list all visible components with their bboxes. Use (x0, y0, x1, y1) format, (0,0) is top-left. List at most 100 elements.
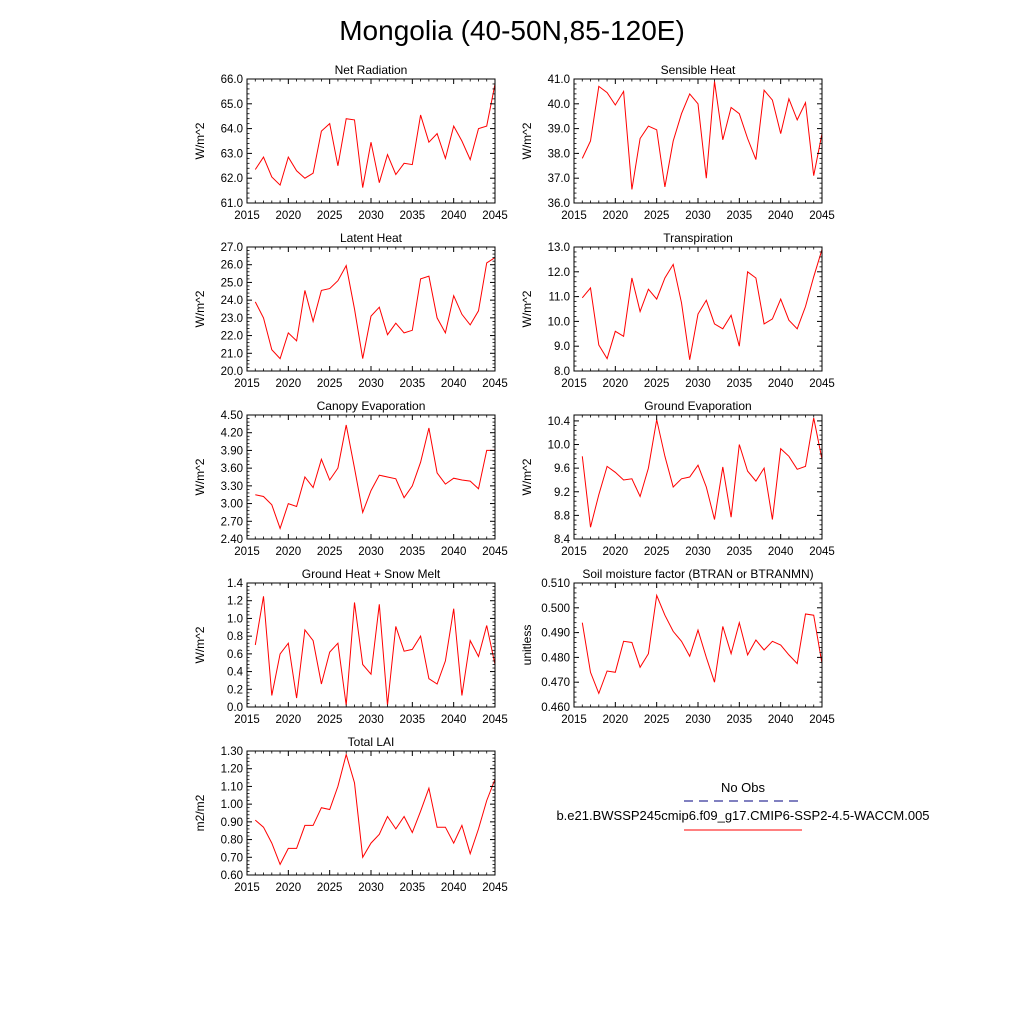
panel-title: Ground Heat + Snow Melt (302, 567, 441, 581)
y-tick-label: 0.460 (541, 702, 570, 714)
x-tick-label: 2025 (317, 378, 343, 390)
x-tick-label: 2040 (768, 546, 794, 558)
x-tick-label: 2040 (768, 378, 794, 390)
x-tick-label: 2040 (768, 210, 794, 222)
chart-panel: 2015 2020 2025 2030 2035 2040 2045 36.0 37.0 38.0… (520, 63, 835, 222)
x-tick-label: 2015 (234, 546, 260, 558)
plot-frame (246, 582, 496, 708)
x-tick-label: 2030 (358, 378, 384, 390)
y-tick-label: 4.50 (221, 410, 243, 422)
y-tick-label: 3.30 (221, 481, 243, 493)
y-tick-label: 9.6 (554, 463, 570, 475)
y-tick-label: 10.0 (548, 440, 570, 452)
series-line (254, 257, 496, 360)
x-tick-label: 2015 (561, 210, 587, 222)
figure-title: Mongolia (40-50N,85-120E) (339, 15, 685, 46)
y-tick-label: 4.20 (221, 428, 243, 440)
y-tick-label: 27.0 (221, 242, 243, 254)
y-axis-label: W/m^2 (193, 122, 207, 159)
y-tick-label: 0.490 (541, 628, 570, 640)
chart-panel: 2015 2020 2025 2030 2035 2040 2045 0.60 0.70 0.80… (193, 735, 508, 894)
series-line (581, 417, 823, 528)
y-tick-label: 41.0 (548, 74, 570, 86)
x-tick-label: 2015 (561, 378, 587, 390)
y-tick-label: 0.480 (541, 652, 570, 664)
y-tick-label: 0.80 (221, 835, 243, 847)
x-tick-label: 2040 (441, 378, 467, 390)
chart-panel: 2015 2020 2025 2030 2035 2040 2045 61.0 62.0 63.0… (193, 63, 508, 222)
panels: 2015 2020 2025 2030 2035 2040 2045 61.0 62.0 63.0… (193, 63, 835, 894)
y-tick-label: 10.4 (548, 416, 571, 428)
y-tick-label: 2.70 (221, 516, 243, 528)
x-tick-label: 2035 (400, 378, 426, 390)
y-tick-label: 2.40 (221, 534, 243, 546)
panel-title: Canopy Evaporation (317, 399, 426, 413)
x-tick-label: 2040 (441, 546, 467, 558)
x-tick-label: 2040 (768, 714, 794, 726)
x-tick-label: 2015 (234, 714, 260, 726)
chart-panel: 2015 2020 2025 2030 2035 2040 2045 0.460 0.470 0.… (520, 567, 835, 726)
panel-title: Total LAI (348, 735, 395, 749)
y-tick-label: 22.0 (221, 331, 243, 343)
x-tick-label: 2015 (234, 378, 260, 390)
plot-frame (246, 414, 496, 540)
y-tick-label: 0.470 (541, 677, 570, 689)
panel-title: Ground Evaporation (644, 399, 751, 413)
x-tick-label: 2035 (727, 378, 753, 390)
legend: No Obs b.e21.BWSSP245cmip6.f09_g17.CMIP6… (556, 780, 930, 831)
x-tick-label: 2045 (809, 714, 835, 726)
y-tick-label: 25.0 (221, 277, 243, 289)
x-tick-label: 2020 (603, 546, 629, 558)
plot-frame (246, 246, 496, 372)
y-tick-label: 13.0 (548, 242, 570, 254)
y-tick-label: 39.0 (548, 124, 570, 136)
x-tick-label: 2045 (482, 882, 508, 894)
x-tick-label: 2040 (441, 714, 467, 726)
x-tick-label: 2040 (441, 882, 467, 894)
plot-frame (573, 414, 823, 540)
x-tick-label: 2045 (809, 378, 835, 390)
y-tick-label: 9.2 (554, 487, 570, 499)
panel-title: Latent Heat (340, 231, 403, 245)
y-tick-label: 66.0 (221, 74, 243, 86)
series-line (254, 596, 496, 706)
y-tick-label: 63.0 (221, 148, 243, 160)
x-tick-label: 2045 (482, 546, 508, 558)
y-tick-label: 24.0 (221, 295, 243, 307)
x-tick-label: 2035 (727, 714, 753, 726)
y-tick-label: 36.0 (548, 198, 570, 210)
x-tick-label: 2025 (644, 210, 670, 222)
x-tick-label: 2025 (317, 546, 343, 558)
x-tick-label: 2025 (644, 546, 670, 558)
y-tick-label: 37.0 (548, 173, 570, 185)
x-tick-label: 2025 (317, 882, 343, 894)
y-tick-label: 1.10 (221, 781, 243, 793)
y-tick-label: 0.0 (227, 702, 243, 714)
x-tick-label: 2035 (400, 882, 426, 894)
chart-panel: 2015 2020 2025 2030 2035 2040 2045 20.0 21.0 22.0… (193, 231, 508, 390)
plot-frame (573, 582, 823, 708)
y-tick-label: 40.0 (548, 99, 570, 111)
x-tick-label: 2020 (603, 378, 629, 390)
x-tick-label: 2015 (234, 882, 260, 894)
y-tick-label: 1.30 (221, 746, 243, 758)
y-tick-label: 12.0 (548, 267, 570, 279)
x-tick-label: 2015 (561, 546, 587, 558)
chart-panel: 2015 2020 2025 2030 2035 2040 2045 0.0 0.2 0.4 0.6… (193, 567, 508, 726)
panel-title: Sensible Heat (661, 63, 736, 77)
y-axis-label: m2/m2 (193, 794, 207, 831)
panel-title: Soil moisture factor (BTRAN or BTRANMN) (582, 567, 813, 581)
x-tick-label: 2015 (561, 714, 587, 726)
x-tick-label: 2030 (358, 714, 384, 726)
x-tick-label: 2030 (685, 546, 711, 558)
x-tick-label: 2040 (441, 210, 467, 222)
series-line (254, 83, 496, 188)
y-tick-label: 1.2 (227, 596, 243, 608)
x-tick-label: 2020 (276, 378, 302, 390)
y-tick-label: 8.0 (554, 366, 570, 378)
series-line (581, 81, 823, 190)
y-tick-label: 23.0 (221, 313, 243, 325)
x-tick-label: 2045 (482, 378, 508, 390)
y-tick-label: 62.0 (221, 173, 243, 185)
